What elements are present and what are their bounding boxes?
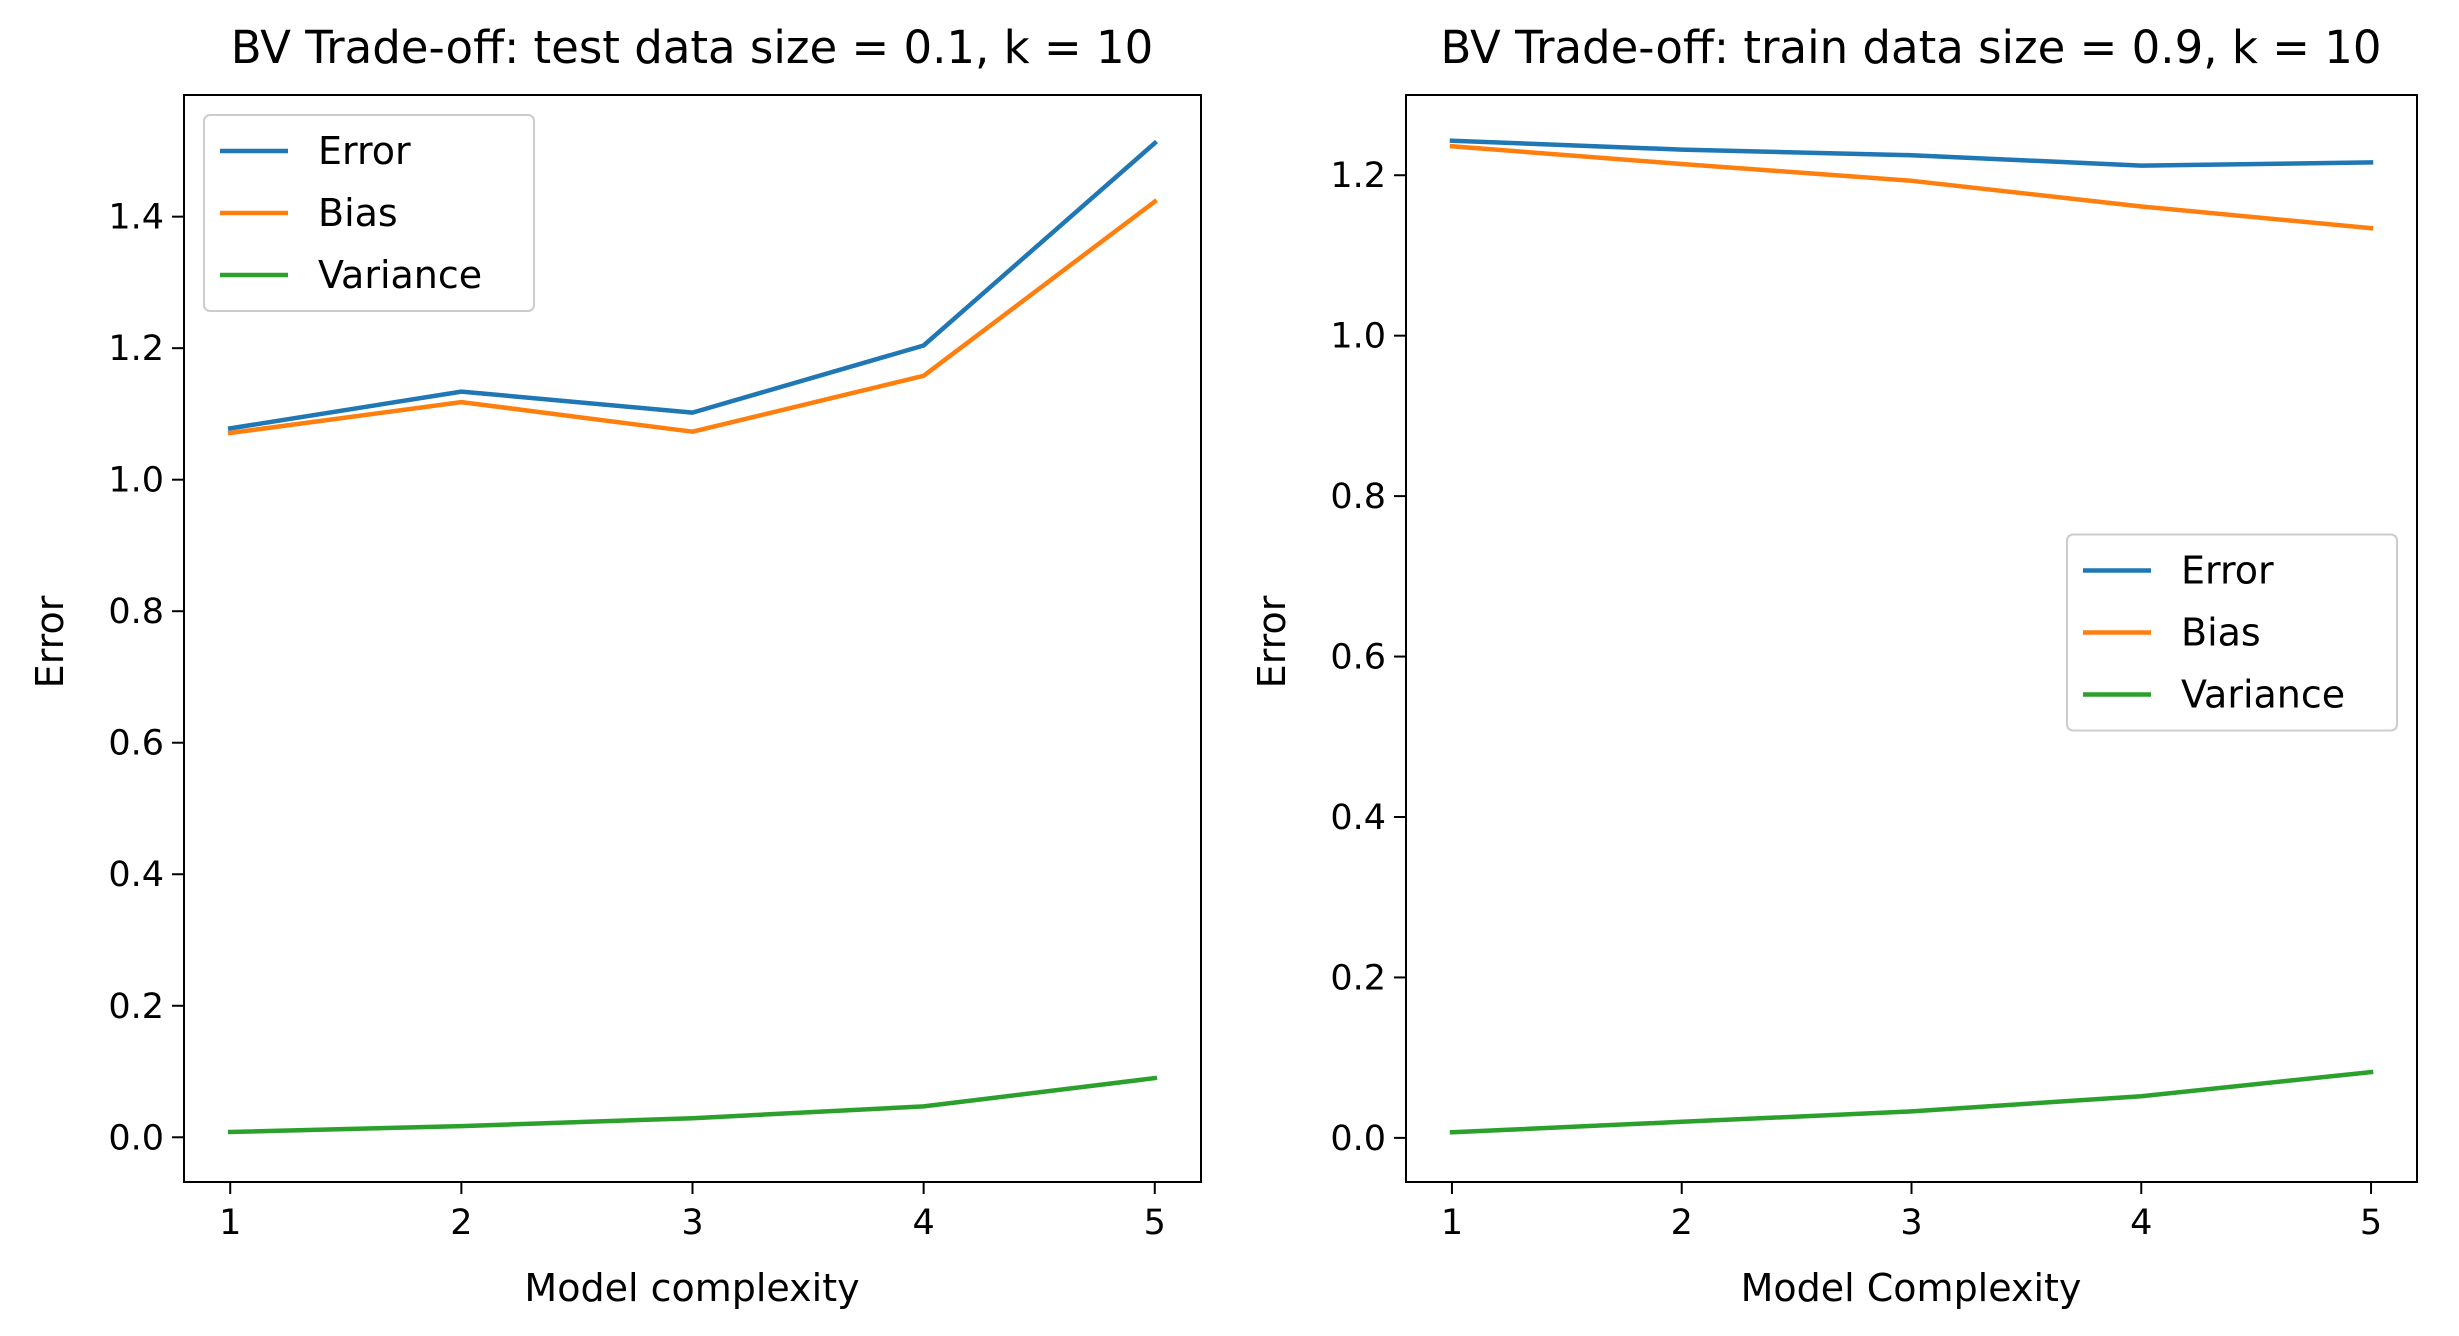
right-chart-legend-error-label: Error [2181, 549, 2274, 593]
left-chart-title: BV Trade-off: test data size = 0.1, k = … [231, 21, 1154, 74]
left-chart-legend-bias-label: Bias [318, 191, 398, 235]
left-chart-y-tick-label: 0.6 [108, 724, 164, 764]
left-chart-x-tick-label: 2 [450, 1203, 472, 1243]
left-chart-x-tick-label: 4 [912, 1203, 934, 1243]
right-chart-y-tick-label: 1.2 [1330, 156, 1386, 196]
right-chart-y-tick-label: 0.8 [1330, 477, 1386, 517]
left-chart-x-axis-label: Model complexity [524, 1266, 859, 1310]
right-chart-x-tick-label: 1 [1441, 1203, 1463, 1243]
left-chart-variance-line [227, 1075, 1158, 1135]
left-chart-y-tick-label: 1.4 [108, 198, 164, 238]
left-chart-y-tick-label: 0.4 [108, 855, 164, 895]
right-chart-legend: Error Bias Variance [2066, 533, 2398, 732]
right-chart-y-tick-label: 1.0 [1330, 317, 1386, 357]
right-chart-legend-variance-label: Variance [2181, 673, 2345, 717]
left-chart-y-tick-label: 0.2 [108, 987, 164, 1027]
left-chart-bias-line [227, 198, 1158, 436]
right-chart-y-tick-label: 0.0 [1330, 1119, 1386, 1159]
left-chart-y-tick-label: 0.8 [108, 592, 164, 632]
right-chart-bias-line [1449, 143, 2374, 231]
right-chart-x-tick-label: 4 [2130, 1203, 2152, 1243]
left-chart-error-line [227, 139, 1158, 431]
right-chart-error-line [1449, 138, 2374, 168]
right-chart-title: BV Trade-off: train data size = 0.9, k =… [1441, 21, 2382, 74]
left-chart-x-tick-label: 5 [1144, 1203, 1166, 1243]
right-chart-legend-box [2066, 533, 2398, 732]
left-chart-x-tick-label: 3 [681, 1203, 703, 1243]
left-chart-legend-box [203, 114, 535, 312]
left-chart-y-tick-label: 1.0 [108, 461, 164, 501]
right-chart-x-tick-label: 5 [2360, 1203, 2382, 1243]
right-chart-variance-line [1449, 1069, 2374, 1135]
left-chart-x-tick-label: 1 [219, 1203, 241, 1243]
right-chart-y-tick-label: 0.2 [1330, 958, 1386, 998]
left-chart-legend-variance-label: Variance [318, 253, 482, 297]
right-chart-x-axis-label: Model Complexity [1741, 1266, 2082, 1310]
left-chart-panel: BV Trade-off: test data size = 0.1, k = … [28, 21, 1202, 1310]
right-chart-legend-bias-label: Bias [2181, 611, 2261, 655]
right-chart-y-tick-label: 0.4 [1330, 798, 1386, 838]
left-chart-y-tick-label: 0.0 [108, 1118, 164, 1158]
left-chart-legend-error-label: Error [318, 129, 411, 173]
left-chart-y-tick-label: 1.2 [108, 329, 164, 369]
right-chart-x-tick-label: 2 [1671, 1203, 1693, 1243]
right-chart-panel: BV Trade-off: train data size = 0.9, k =… [1250, 21, 2418, 1310]
left-chart-legend: Error Bias Variance [203, 114, 535, 312]
left-chart-y-axis-label: Error [28, 595, 72, 688]
right-chart-y-axis-label: Error [1250, 595, 1294, 688]
right-chart-y-tick-label: 0.6 [1330, 638, 1386, 678]
right-chart-x-tick-label: 3 [1900, 1203, 1922, 1243]
